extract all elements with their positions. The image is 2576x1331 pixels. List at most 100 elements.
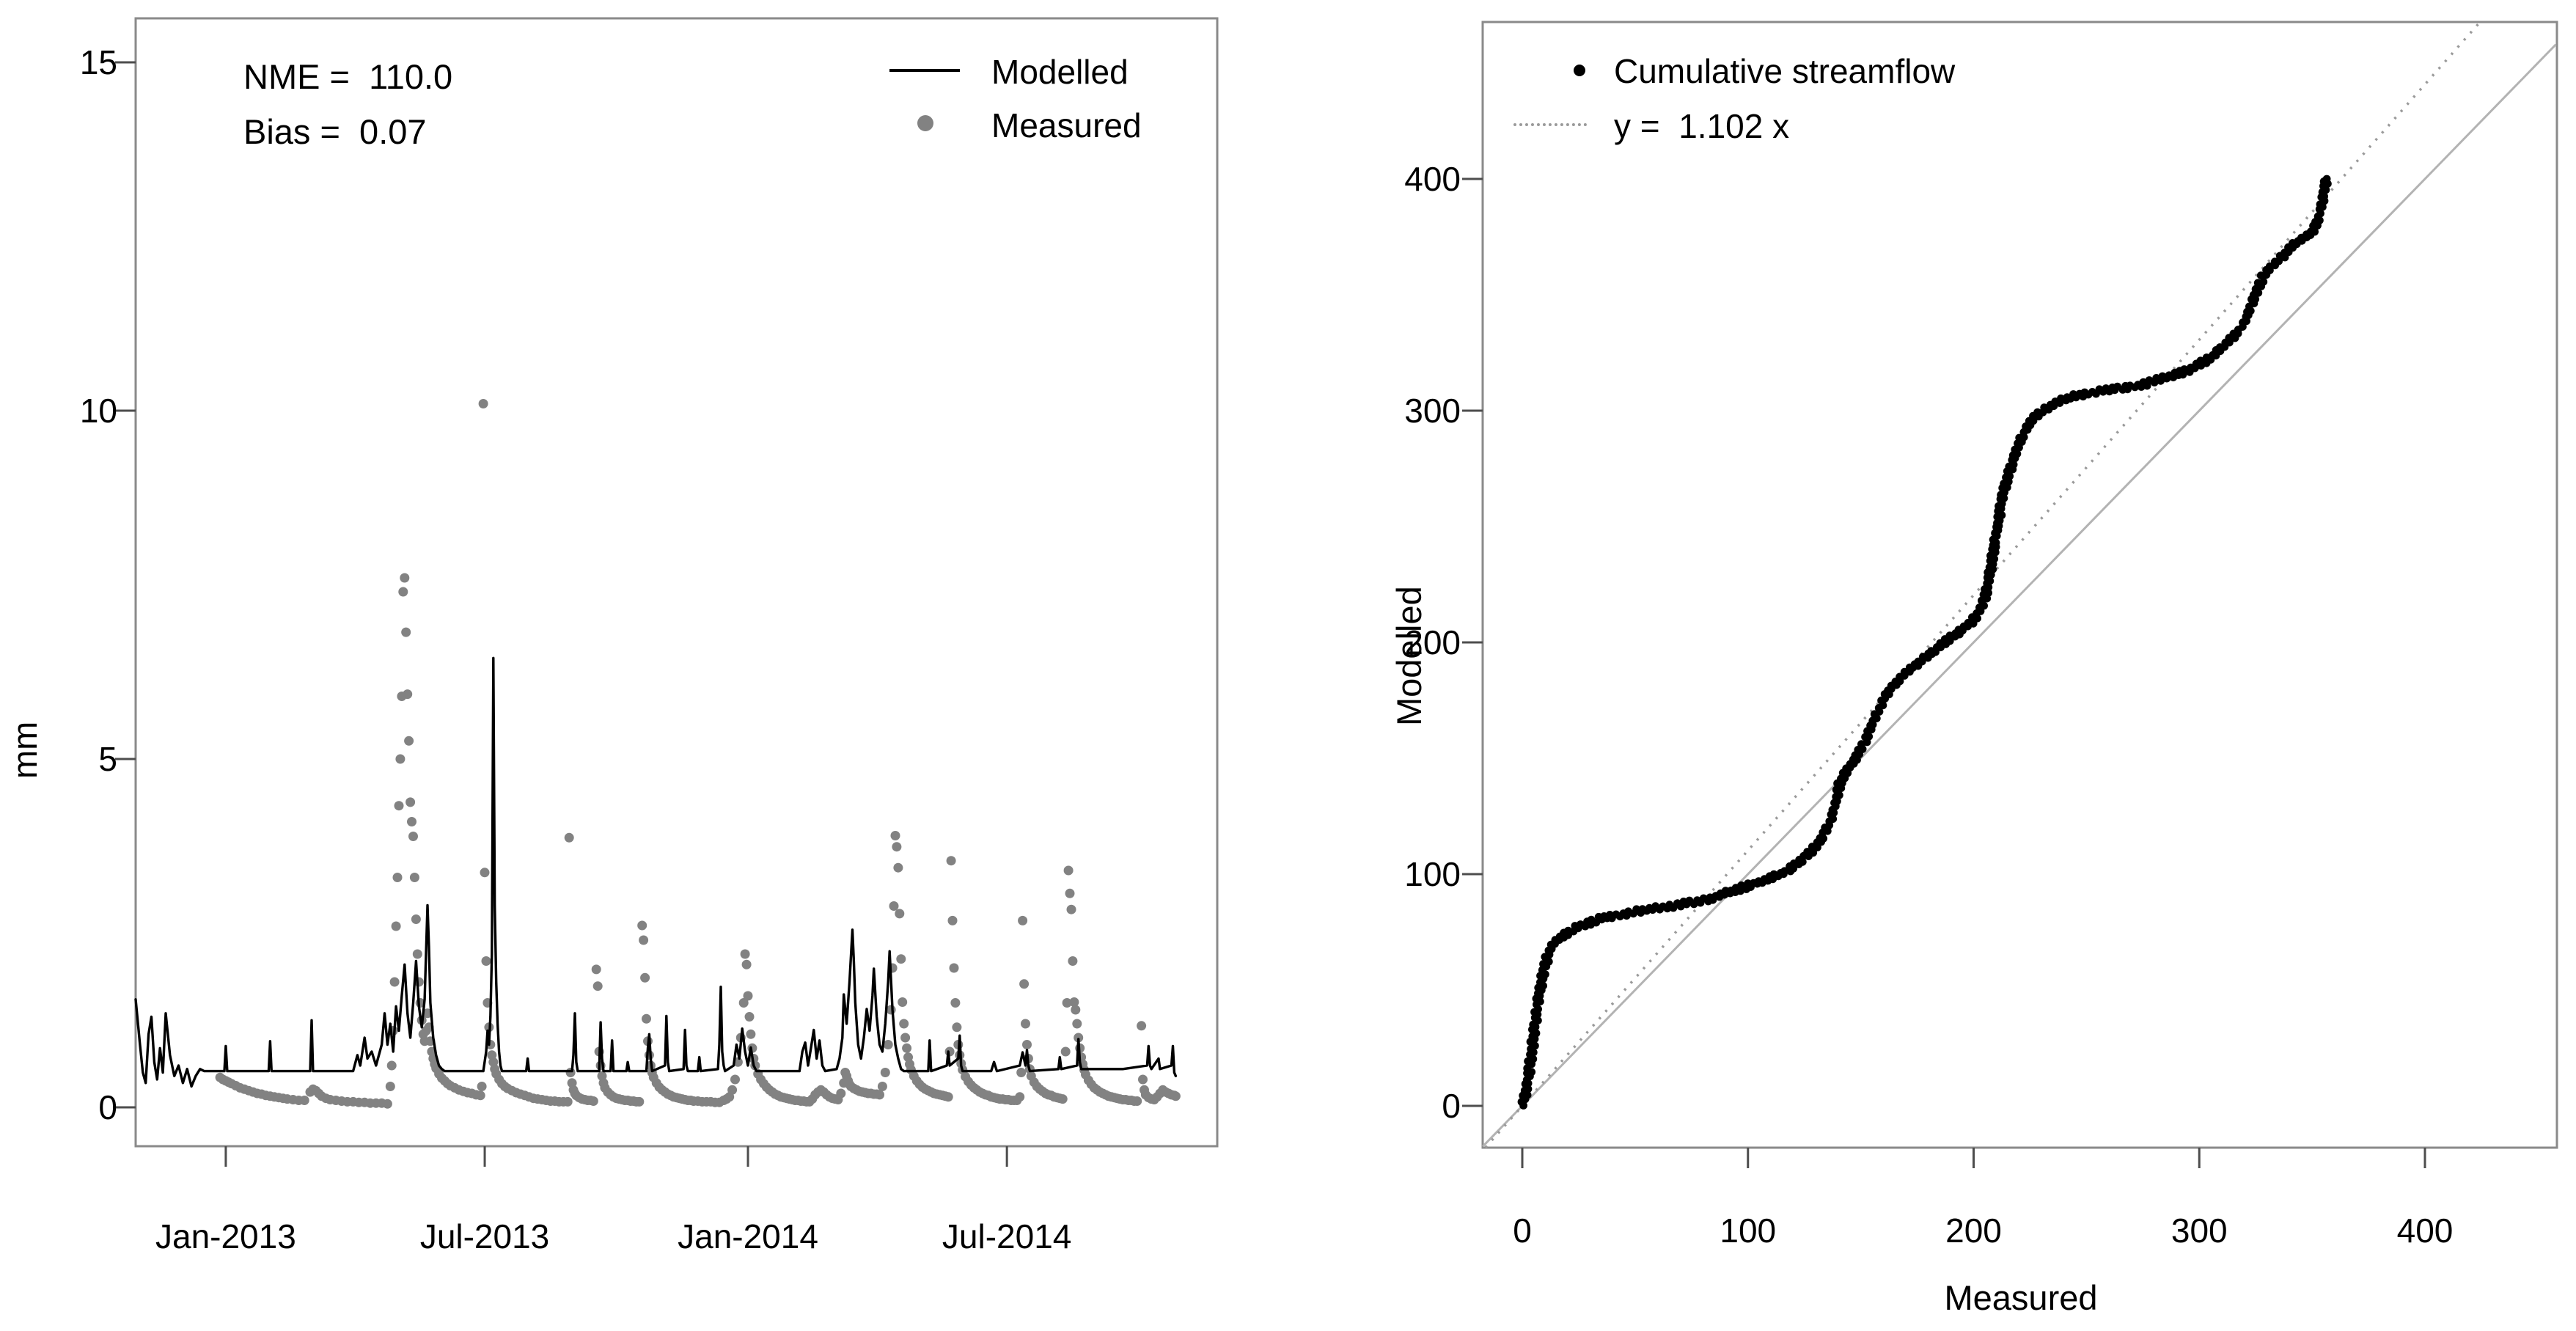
cumulative-point (2196, 356, 2205, 365)
y-tick-label: 200 (1404, 623, 1461, 661)
cumulative-series (1517, 175, 2332, 1110)
measured-point (1071, 1005, 1081, 1015)
measured-point (481, 956, 491, 966)
measured-point (407, 817, 417, 826)
measured-point (480, 868, 490, 878)
cumulative-point (1803, 848, 1812, 856)
cumulative-point (2259, 277, 2268, 286)
measured-point (943, 1092, 953, 1102)
measured-point (950, 998, 961, 1008)
measured-point (640, 972, 650, 983)
measured-point (394, 801, 404, 811)
measured-point (1057, 1094, 1068, 1104)
x-tick-label: Jul-2014 (942, 1217, 1071, 1255)
measured-point (382, 1099, 392, 1109)
identity-line (1482, 43, 2557, 1148)
measured-point (738, 998, 749, 1008)
x-tick-label: 0 (1513, 1211, 1532, 1250)
measured-point (634, 1096, 645, 1107)
measured-point (565, 1068, 576, 1077)
measured-point (1072, 1019, 1082, 1029)
cumulative-point (1780, 867, 1789, 876)
measured-point (893, 862, 903, 873)
measured-point (408, 832, 418, 841)
left-plot-box (134, 17, 1219, 1148)
y-tick-label: 400 (1404, 160, 1461, 198)
measured-point (883, 1040, 893, 1049)
measured-point (898, 997, 908, 1007)
measured-point (952, 1022, 962, 1033)
x-tick-label: 300 (2171, 1211, 2228, 1250)
measured-point (896, 954, 906, 964)
fit-line-icon (1513, 123, 1587, 126)
measured-point (406, 797, 416, 807)
right-x-axis-title: Measured (1944, 1278, 2098, 1317)
measured-point (741, 959, 752, 969)
measured-point (1069, 997, 1079, 1007)
measured-point (1022, 1040, 1032, 1049)
x-tick-label: 100 (1720, 1211, 1776, 1250)
measured-point (889, 901, 899, 911)
measured-series (215, 399, 1181, 1109)
bias-annotation: Bias = 0.07 (243, 112, 427, 151)
measured-point (1137, 1021, 1147, 1031)
modelled-line-icon (889, 69, 960, 72)
measured-point (875, 1090, 884, 1100)
left-chart: 0 5 10 15 Jan-2013 Jul-2013 Jan-2014 Jul-2014 (80, 17, 1219, 1255)
right-plot-box (1481, 21, 2558, 1149)
measured-point (403, 689, 413, 700)
y-tick-label: 0 (98, 1088, 117, 1126)
measured-point (385, 1082, 395, 1091)
cumulative-point (1809, 848, 1818, 857)
legend-label-measured: Measured (991, 106, 1142, 144)
x-tick-label: 200 (1945, 1211, 2002, 1250)
y-tick-label: 10 (80, 392, 117, 430)
x-tick-label: Jul-2013 (420, 1217, 549, 1255)
y-tick-label: 15 (80, 43, 117, 81)
measured-point (564, 832, 574, 843)
measured-point (1074, 1033, 1084, 1043)
legend-label-cumulative: Cumulative streamflow (1614, 52, 1956, 90)
measured-point (409, 873, 419, 882)
measured-point (895, 909, 905, 919)
measured-point (591, 964, 601, 975)
measured-point (890, 831, 900, 840)
measured-point (588, 1096, 598, 1106)
measured-point (1062, 998, 1072, 1008)
measured-point (1015, 1092, 1025, 1102)
cumulative-point (1819, 835, 1828, 843)
measured-point (395, 754, 406, 764)
measured-point (391, 921, 401, 931)
measured-point (1065, 888, 1075, 898)
measured-point (401, 627, 411, 637)
measured-point (746, 1029, 756, 1039)
legend-label-modelled: Modelled (991, 53, 1129, 91)
x-tick-label: Jan-2014 (678, 1217, 818, 1255)
x-tick-label: Jan-2013 (155, 1217, 296, 1255)
measured-point (1132, 1096, 1142, 1106)
y-tick-label: 300 (1404, 392, 1461, 430)
measured-point (412, 949, 422, 959)
measured-point (1170, 1091, 1181, 1101)
measured-point (1018, 915, 1028, 925)
measured-point (562, 1096, 573, 1107)
measured-point (946, 856, 956, 866)
measured-point (744, 1012, 755, 1022)
measured-point (299, 1096, 309, 1105)
measured-point (1138, 1074, 1148, 1085)
measured-point (947, 915, 958, 925)
legend-label-fit: y = 1.102 x (1614, 107, 1790, 145)
fit-line (1484, 20, 2482, 1148)
measured-point (1068, 956, 1078, 966)
measured-point (892, 842, 902, 852)
measured-point (902, 1043, 912, 1053)
measured-point (880, 1068, 890, 1077)
measured-point (411, 914, 421, 924)
x-tick-label: 400 (2397, 1211, 2454, 1250)
measured-point (730, 1074, 740, 1085)
measured-point (639, 935, 649, 945)
measured-point (637, 920, 647, 931)
measured-point (1019, 979, 1030, 989)
right-chart: 0 100 200 300 400 0 100 200 300 400 (1404, 20, 2558, 1250)
